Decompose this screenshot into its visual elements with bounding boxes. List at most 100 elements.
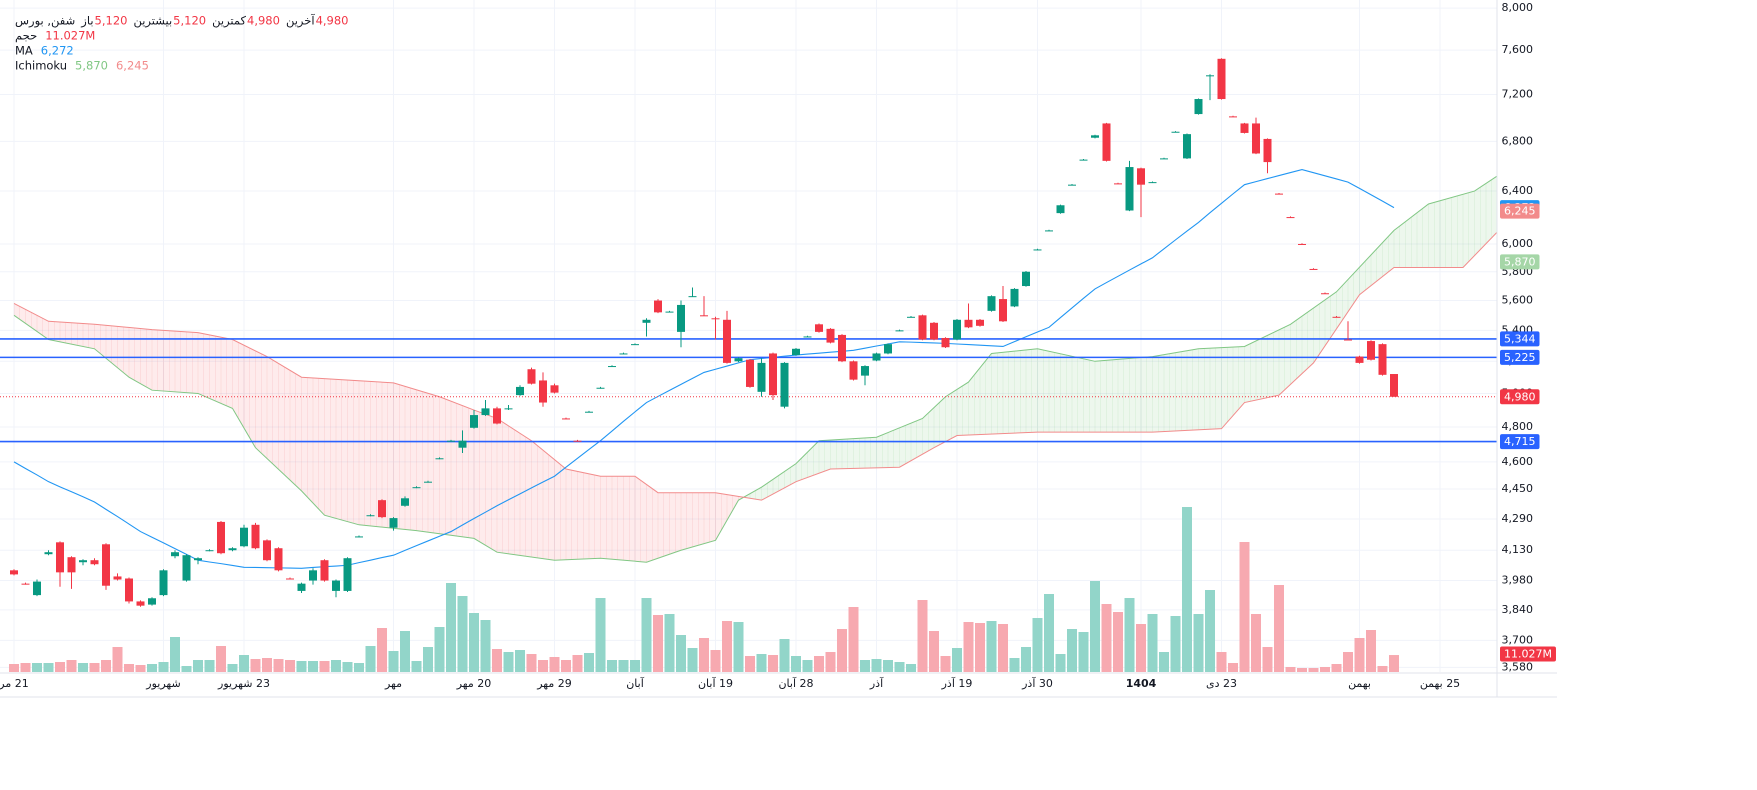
- y-tick-label: 6,800: [1502, 134, 1534, 147]
- volume-bar: [193, 660, 203, 672]
- cloud-segment: [1445, 197, 1452, 268]
- candle-body: [757, 362, 766, 392]
- volume-bar: [273, 659, 284, 672]
- candle-body: [596, 387, 605, 389]
- cloud-segment: [1319, 299, 1326, 355]
- volume-bar: [43, 663, 54, 672]
- cloud-segment: [249, 347, 256, 449]
- volume-bar: [1147, 614, 1158, 672]
- volume-bar: [779, 639, 790, 672]
- cloud-segment: [1100, 360, 1107, 433]
- candle-body: [941, 337, 950, 348]
- cloud-segment: [876, 434, 883, 469]
- volume-bar: [825, 652, 836, 672]
- volume-bar: [756, 654, 767, 672]
- volume-bar: [32, 663, 42, 672]
- cloud-segment: [1416, 207, 1423, 268]
- cloud-segment: [134, 327, 141, 385]
- candle-body: [838, 334, 846, 362]
- volume-bar: [549, 657, 560, 672]
- volume-bar: [917, 600, 928, 672]
- cloud-segment: [1025, 349, 1032, 433]
- volume-bar: [515, 650, 525, 672]
- candle-body: [1275, 193, 1283, 195]
- volume-bar: [618, 660, 629, 672]
- cloud-segment: [1054, 352, 1061, 433]
- candle-body: [792, 348, 800, 356]
- cloud-segment: [1439, 198, 1446, 268]
- cloud-segment: [416, 389, 423, 532]
- cloud-segment: [1457, 193, 1464, 268]
- ichimoku-span_a: [13, 175, 1498, 563]
- candle-body: [113, 576, 122, 580]
- candle-body: [1079, 159, 1088, 161]
- candle-body: [1045, 230, 1053, 232]
- cloud-segment: [318, 378, 325, 516]
- cloud-segment: [393, 382, 400, 530]
- cloud-segment: [542, 449, 549, 560]
- volume-bar: [814, 656, 824, 672]
- x-tick-label: 21 مر: [0, 677, 29, 690]
- cloud-segment: [1008, 350, 1015, 434]
- cloud-segment: [1135, 357, 1142, 433]
- cloud-segment: [859, 437, 866, 469]
- candle-body: [918, 315, 927, 340]
- volume-bar: [331, 660, 341, 672]
- badge-bg: [1500, 203, 1540, 219]
- y-tick-label: 5,600: [1502, 294, 1534, 307]
- candle-body: [343, 558, 352, 591]
- cloud-segment: [1060, 353, 1067, 433]
- cloud-segment: [77, 322, 84, 347]
- volume-bar: [1297, 668, 1307, 672]
- cloud-segment: [209, 334, 216, 402]
- x-tick-label: 30 آذر: [1021, 676, 1053, 690]
- volume-bar: [1262, 647, 1273, 672]
- candle-body: [1206, 75, 1214, 77]
- candle-body: [56, 542, 64, 573]
- candle-body: [366, 515, 375, 517]
- cloud-segment: [1405, 216, 1412, 268]
- legend-text: 5,870: [75, 59, 108, 73]
- volume-bar: [147, 664, 157, 672]
- candle-body: [711, 318, 720, 320]
- volume-bar: [1101, 604, 1112, 672]
- cloud-segment: [128, 327, 135, 381]
- candle-body: [240, 527, 248, 547]
- candle-body: [895, 330, 904, 332]
- ichimoku-cloud: [13, 175, 1498, 563]
- cloud-segment: [1485, 179, 1492, 245]
- candle-body: [33, 581, 41, 596]
- candle-body: [309, 570, 317, 581]
- volume-bar: [664, 614, 675, 672]
- candle-body: [1125, 167, 1134, 211]
- candle-body: [746, 359, 754, 387]
- legend-text: 4,980: [316, 14, 349, 28]
- cloud-segment: [1031, 348, 1038, 433]
- cloud-segment: [1244, 343, 1251, 403]
- volume-bar: [687, 648, 698, 672]
- volume-bar: [963, 622, 974, 672]
- volume-bar: [1343, 652, 1353, 672]
- cloud-segment: [945, 392, 952, 442]
- cloud-segment: [491, 416, 498, 553]
- cloud-segment: [48, 321, 55, 341]
- volume-bar: [20, 663, 31, 672]
- cloud-segment: [1261, 334, 1268, 400]
- candle-body: [769, 353, 777, 396]
- cloud-segment: [220, 336, 227, 407]
- price-axis-bg: [1497, 0, 1557, 697]
- candle-body: [1010, 288, 1019, 307]
- candle-body: [44, 552, 53, 555]
- cloud-segment: [226, 338, 233, 409]
- y-tick-label: 7,600: [1502, 43, 1534, 56]
- legend-text: 6,272: [41, 44, 74, 58]
- cloud-segment: [358, 380, 365, 526]
- cloud-segment: [968, 374, 975, 436]
- volume-bar: [940, 656, 951, 672]
- cloud-segment: [1014, 350, 1021, 434]
- candle-body: [1148, 182, 1157, 184]
- cloud-segment: [565, 468, 572, 560]
- legend-text: حجم: [15, 29, 37, 43]
- cloud-segment: [266, 356, 273, 465]
- y-tick-label: 7,200: [1502, 87, 1534, 100]
